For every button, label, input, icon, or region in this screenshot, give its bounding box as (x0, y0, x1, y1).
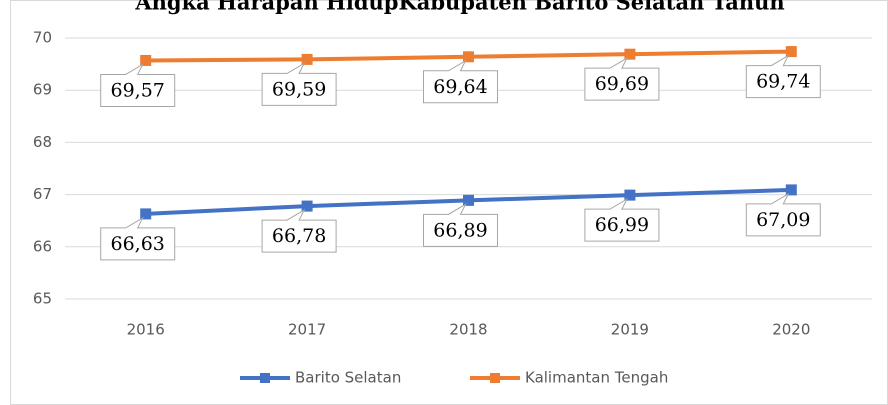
point (301, 200, 313, 212)
data-label: 69,74 (756, 71, 810, 93)
legend-label: Kalimantan Tengah (525, 369, 668, 387)
label-callout (745, 54, 821, 99)
point (785, 184, 797, 196)
y-tick-label: 66 (33, 237, 52, 255)
x-tick-label: 2020 (772, 321, 810, 339)
data-label: 66,99 (595, 214, 649, 236)
label-callout (100, 63, 176, 107)
data-label: 69,59 (272, 78, 326, 100)
legend-marker (260, 373, 270, 383)
point (140, 208, 152, 220)
x-tick-label: 2019 (611, 321, 649, 339)
label-callout (261, 208, 337, 253)
y-tick-label: 70 (33, 29, 52, 47)
data-label: 66,89 (433, 219, 487, 241)
data-label: 67,09 (756, 209, 810, 231)
label-callout (100, 216, 176, 261)
x-tick-label: 2016 (127, 321, 165, 339)
y-tick-label: 69 (33, 81, 52, 99)
label-callout (261, 62, 337, 106)
legend-marker (490, 373, 500, 383)
x-tick-label: 2018 (449, 321, 487, 339)
x-tick-label: 2017 (288, 321, 326, 339)
point (624, 48, 636, 60)
chart-title: Angka Harapan HidupKabupaten Barito Sela… (134, 0, 784, 15)
point (301, 53, 313, 65)
legend-label: Barito Selatan (295, 369, 401, 387)
label-callout (584, 197, 660, 242)
data-label: 66,63 (110, 233, 164, 255)
label-callout (423, 59, 498, 104)
y-tick-label: 68 (33, 133, 52, 151)
label-callout (745, 192, 821, 237)
data-label: 66,78 (272, 225, 326, 247)
point (463, 194, 474, 206)
data-label: 69,64 (433, 76, 487, 98)
point (140, 54, 152, 66)
label-callout (423, 203, 498, 247)
y-tick-label: 65 (33, 290, 52, 308)
label-callout (584, 56, 660, 101)
y-tick-label: 67 (33, 185, 52, 203)
point (463, 51, 474, 63)
point (624, 189, 636, 201)
point (785, 46, 797, 58)
data-label: 69,69 (595, 73, 649, 95)
data-label: 69,57 (110, 79, 164, 101)
